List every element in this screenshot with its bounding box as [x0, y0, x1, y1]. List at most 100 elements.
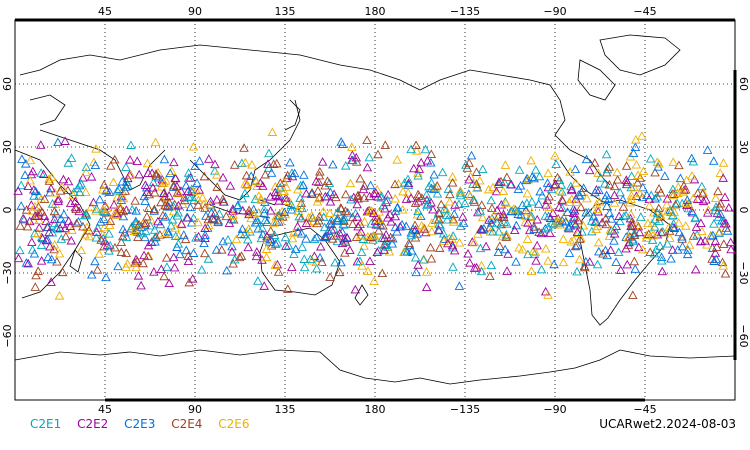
observation-marker	[95, 194, 105, 204]
observation-marker	[293, 184, 303, 194]
observation-marker	[455, 186, 466, 195]
observation-marker	[317, 257, 327, 266]
observation-marker	[489, 210, 499, 220]
observation-marker	[78, 172, 88, 182]
observation-marker	[63, 176, 74, 186]
observation-marker	[289, 168, 300, 178]
observation-marker	[688, 193, 699, 203]
observation-marker	[140, 226, 151, 236]
observation-marker	[116, 195, 127, 204]
observation-marker	[448, 214, 459, 224]
observation-marker	[532, 240, 542, 250]
observation-marker	[471, 262, 482, 272]
observation-marker	[150, 137, 161, 147]
observation-marker	[134, 169, 144, 179]
observation-marker	[399, 247, 409, 257]
left-lat-label: −30	[1, 261, 14, 284]
observation-marker	[224, 218, 235, 227]
observation-marker	[476, 260, 487, 270]
observation-markers	[13, 127, 736, 300]
observation-marker	[379, 233, 390, 242]
observation-marker	[270, 239, 281, 248]
observation-marker	[366, 232, 376, 241]
left-lat-labels: 60 30 0 −30 −60	[1, 77, 14, 348]
top-lon-label: 90	[188, 5, 202, 18]
observation-marker	[22, 221, 33, 231]
observation-marker	[264, 148, 274, 158]
observation-marker	[549, 180, 560, 190]
observation-marker	[675, 173, 686, 183]
observation-marker	[645, 247, 655, 256]
observation-marker	[670, 199, 681, 209]
observation-marker	[167, 214, 178, 224]
observation-marker	[356, 247, 367, 256]
observation-marker	[55, 186, 66, 195]
observation-marker	[151, 170, 161, 180]
observation-marker	[228, 210, 238, 219]
observation-marker	[105, 216, 116, 225]
observation-marker	[434, 214, 444, 224]
observation-marker	[648, 230, 658, 240]
observation-marker	[592, 204, 603, 213]
observation-marker	[61, 231, 71, 241]
observation-marker	[30, 282, 41, 291]
observation-marker	[209, 214, 219, 224]
observation-marker	[314, 215, 324, 225]
observation-marker	[143, 203, 154, 212]
observation-marker	[266, 168, 277, 177]
observation-marker	[374, 214, 384, 224]
observation-marker	[558, 257, 569, 267]
observation-marker	[531, 256, 541, 265]
observation-marker	[358, 234, 369, 243]
observation-marker	[36, 256, 47, 265]
observation-marker	[118, 193, 129, 203]
observation-marker	[332, 236, 343, 246]
observation-marker	[15, 245, 25, 255]
observation-marker	[197, 192, 208, 202]
observation-marker	[294, 211, 304, 221]
observation-marker	[379, 239, 390, 249]
bottom-lon-label: −135	[450, 403, 480, 416]
observation-marker	[155, 219, 166, 229]
observation-marker	[116, 191, 127, 201]
observation-marker	[325, 187, 336, 197]
observation-marker	[73, 216, 84, 226]
observation-marker	[225, 181, 236, 190]
observation-marker	[421, 267, 432, 276]
legend-item-c2e4: C2E4	[171, 417, 203, 431]
observation-marker	[656, 252, 667, 262]
observation-marker	[621, 210, 631, 220]
observation-marker	[65, 221, 76, 231]
observation-marker	[111, 210, 121, 219]
observation-marker	[355, 256, 365, 265]
observation-marker	[271, 217, 282, 226]
observation-marker	[336, 137, 346, 146]
observation-marker	[16, 180, 26, 190]
observation-marker	[101, 272, 111, 282]
observation-marker	[105, 240, 115, 250]
observation-marker	[628, 234, 638, 244]
observation-marker	[66, 153, 77, 162]
observation-marker	[329, 189, 339, 199]
observation-marker	[273, 191, 283, 201]
observation-marker	[259, 204, 269, 214]
observation-marker	[569, 218, 579, 227]
observation-marker	[31, 270, 41, 280]
observation-marker	[264, 237, 275, 246]
observation-marker	[552, 172, 563, 182]
observation-marker	[544, 202, 554, 211]
observation-marker	[243, 242, 253, 252]
observation-marker	[649, 248, 660, 258]
observation-marker	[250, 194, 261, 203]
observation-marker	[598, 248, 608, 258]
observation-marker	[536, 264, 547, 274]
observation-marker	[125, 169, 136, 179]
observation-marker	[687, 207, 698, 217]
observation-marker	[251, 251, 262, 261]
top-lon-label: −135	[450, 5, 480, 18]
observation-marker	[500, 244, 510, 254]
observation-marker	[604, 162, 615, 171]
observation-marker	[227, 241, 237, 251]
observation-marker	[626, 221, 636, 231]
observation-marker	[575, 234, 585, 243]
